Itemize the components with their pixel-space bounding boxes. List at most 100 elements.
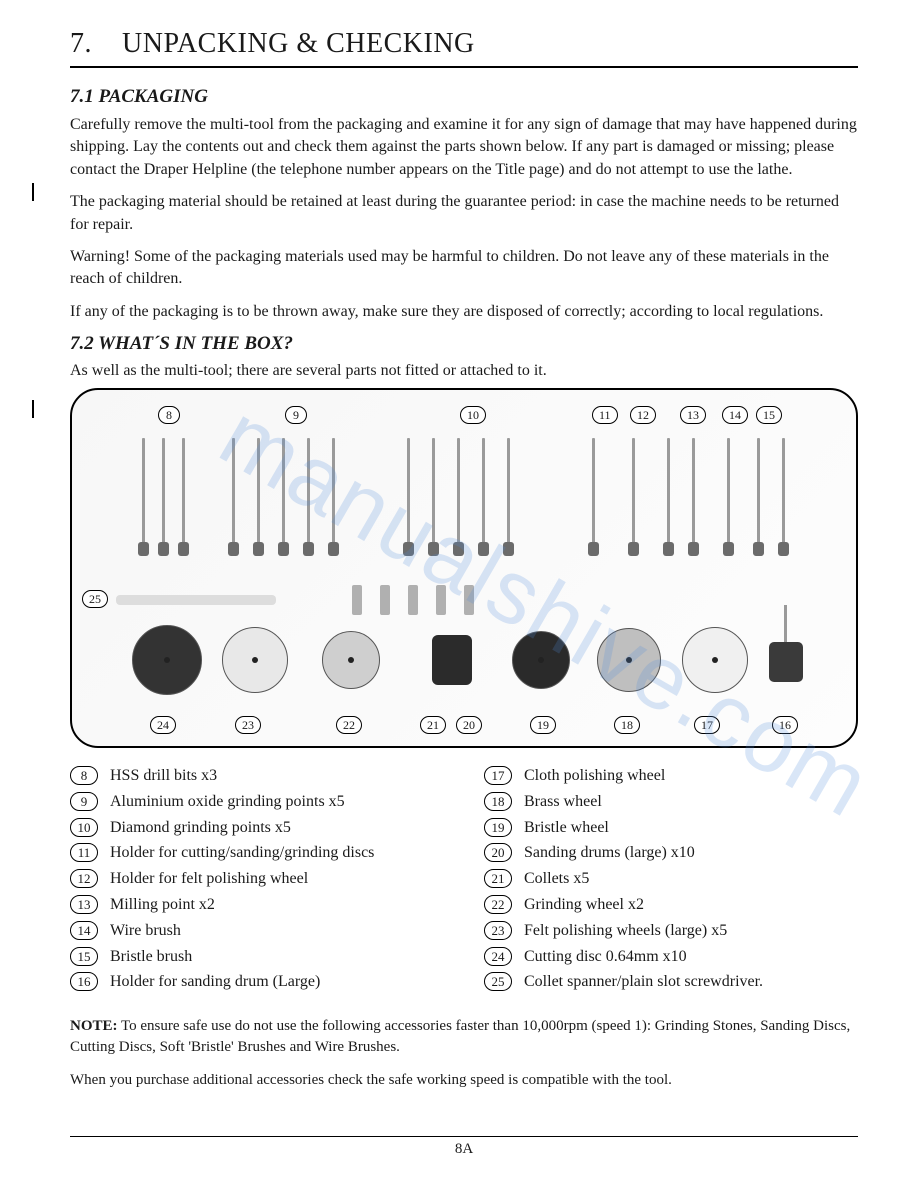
bit-head [178,542,189,556]
legend-item: 9Aluminium oxide grinding points x5 [70,792,444,813]
margin-mark [32,400,34,418]
legend-number-badge: 20 [484,843,512,862]
bit-head [403,542,414,556]
bit-head [753,542,764,556]
callout-badge: 8 [158,406,180,424]
sanding-drum-shape [432,635,472,685]
page-footer: 8A [70,1136,858,1158]
spanner-shape [116,595,276,605]
legend-number-badge: 23 [484,921,512,940]
callout-badge: 18 [614,716,640,734]
section-number: 7. [70,28,92,59]
bit-head [428,542,439,556]
legend-text: Wire brush [110,921,181,942]
bit-shaft [257,438,260,548]
legend-right-column: 17Cloth polishing wheel18Brass wheel19Br… [484,766,858,998]
callout-badge: 21 [420,716,446,734]
bit-head [723,542,734,556]
bit-shaft [727,438,730,548]
legend-text: Holder for cutting/sanding/grinding disc… [110,843,374,864]
legend-item: 15 Bristle brush [70,947,444,968]
bit-shaft [432,438,435,548]
legend-number-badge: 13 [70,895,98,914]
callout-badge: 16 [772,716,798,734]
legend-text: Bristle wheel [524,818,609,839]
legend-number-badge: 15 [70,947,98,966]
bit-shaft [332,438,335,548]
parts-diagram: 8910111213141525242322212019181716 [70,388,858,748]
bit-shaft [162,438,165,548]
bit-shaft [232,438,235,548]
bit-head [663,542,674,556]
legend-number-badge: 22 [484,895,512,914]
legend-left-column: 8HSS drill bits x3 9Aluminium oxide grind… [70,766,444,998]
legend-text: Cloth polishing wheel [524,766,665,787]
legend-item: 8HSS drill bits x3 [70,766,444,787]
callout-badge: 10 [460,406,486,424]
legend-item: 13Milling point x2 [70,895,444,916]
callout-badge: 12 [630,406,656,424]
holder-tip [769,642,803,682]
legend-number-badge: 24 [484,947,512,966]
legend-number-badge: 19 [484,818,512,837]
legend-text: Collets x5 [524,869,589,890]
disc-hole [164,657,170,663]
packaging-para-3: Warning! Some of the packaging materials… [70,246,858,291]
legend-item: 19 Bristle wheel [484,818,858,839]
subsection-box-subtitle: As well as the multi-tool; there are sev… [70,361,858,382]
legend-item: 12Holder for felt polishing wheel [70,869,444,890]
bit-shaft [592,438,595,548]
note-para-2: When you purchase additional accessories… [70,1070,858,1091]
legend-number-badge: 8 [70,766,98,785]
legend-item: 25 Collet spanner/plain slot screwdriver. [484,972,858,993]
bit-shaft [142,438,145,548]
legend-text: Collet spanner/plain slot screwdriver. [524,972,763,993]
legend-text: Brass wheel [524,792,602,813]
bit-head [278,542,289,556]
legend-number-badge: 14 [70,921,98,940]
bit-head [303,542,314,556]
holder-stem [784,605,787,645]
bit-head [778,542,789,556]
callout-badge: 17 [694,716,720,734]
legend-item: 10Diamond grinding points x5 [70,818,444,839]
legend-number-badge: 25 [484,972,512,991]
section-title: 7. UNPACKING & CHECKING [70,28,858,68]
legend-item: 11 Holder for cutting/sanding/grinding di… [70,843,444,864]
legend-text: Sanding drums (large) x10 [524,843,695,864]
bit-head [628,542,639,556]
collet-shape [436,585,446,615]
legend-item: 20 Sanding drums (large) x10 [484,843,858,864]
legend-text: Bristle brush [110,947,192,968]
collet-shape [464,585,474,615]
legend-item: 21Collets x5 [484,869,858,890]
disc-hole [348,657,354,663]
packaging-para-2: The packaging material should be retaine… [70,191,858,236]
note-block: NOTE: To ensure safe use do not use the … [70,1016,858,1091]
subsection-packaging-title: 7.1 PACKAGING [70,86,858,108]
legend-item: 23 Felt polishing wheels (large) x5 [484,921,858,942]
bit-shaft [182,438,185,548]
bit-head [328,542,339,556]
legend-item: 14 Wire brush [70,921,444,942]
bit-head [228,542,239,556]
bit-shaft [407,438,410,548]
legend-text: Felt polishing wheels (large) x5 [524,921,727,942]
bit-shaft [757,438,760,548]
bit-head [253,542,264,556]
legend-text: Grinding wheel x2 [524,895,644,916]
subsection-box-title: 7.2 WHAT´S IN THE BOX? [70,333,858,355]
callout-badge: 19 [530,716,556,734]
collet-shape [380,585,390,615]
legend-number-badge: 11 [70,843,98,862]
legend-number-badge: 12 [70,869,98,888]
bit-shaft [692,438,695,548]
bit-shaft [632,438,635,548]
legend-text: Aluminium oxide grinding points x5 [110,792,345,813]
bit-head [688,542,699,556]
legend-text: Diamond grinding points x5 [110,818,291,839]
bit-shaft [282,438,285,548]
bit-head [453,542,464,556]
callout-badge: 22 [336,716,362,734]
note-body: To ensure safe use do not use the follow… [70,1018,850,1055]
